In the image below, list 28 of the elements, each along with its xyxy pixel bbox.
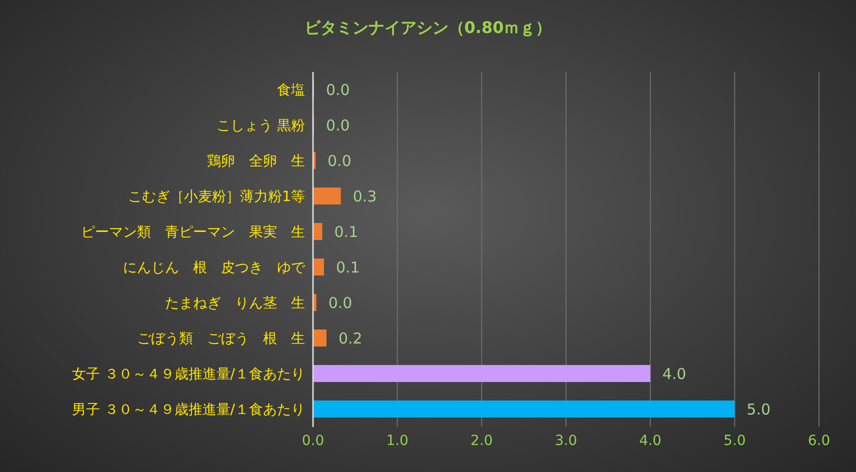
x-tick-label: 6.0 <box>808 432 830 449</box>
data-label: 0.1 <box>336 258 360 276</box>
x-tick-label: 4.0 <box>639 432 662 449</box>
x-tick-label: 3.0 <box>554 432 578 449</box>
data-label: 4.0 <box>662 364 686 383</box>
y-tick-label: こむぎ［小麦粉］薄力粉1等 <box>128 189 305 206</box>
y-tick-label: ごぼう類 ごぼう 根 生 <box>137 331 305 348</box>
chart-title: ビタミンナイアシン（0.80ｍｇ） <box>303 18 553 39</box>
y-tick-label: ピーマン類 青ピーマン 果実 生 <box>81 224 305 241</box>
x-tick-label: 0.0 <box>302 432 324 449</box>
data-label: 0.1 <box>334 222 358 241</box>
y-tick-label: 鶏卵 全卵 生 <box>207 154 305 170</box>
y-tick-label: こしょう 黒粉 <box>216 118 305 134</box>
data-label: 0.0 <box>326 80 350 99</box>
data-label: 0.0 <box>328 152 352 170</box>
y-tick-label: たまねぎ りん茎 生 <box>165 296 305 312</box>
y-tick-label: 男子 ３０～４９歳推進量/１食あたり <box>72 402 305 418</box>
y-tick-label: 女子 ３０～４９歳推進量/１食あたり <box>72 366 305 383</box>
data-label: 0.0 <box>328 294 352 312</box>
x-tick-label: 1.0 <box>386 432 408 449</box>
y-tick-label: 食塩 <box>277 82 305 99</box>
x-tick-label: 5.0 <box>724 432 746 449</box>
data-label: 0.3 <box>352 187 377 206</box>
data-label: 0.2 <box>338 329 362 348</box>
data-label: 5.0 <box>746 400 771 418</box>
y-tick-label: にんじん 根 皮つき ゆで <box>123 260 306 276</box>
data-label: 0.0 <box>326 116 350 134</box>
x-tick-label: 2.0 <box>470 432 493 449</box>
